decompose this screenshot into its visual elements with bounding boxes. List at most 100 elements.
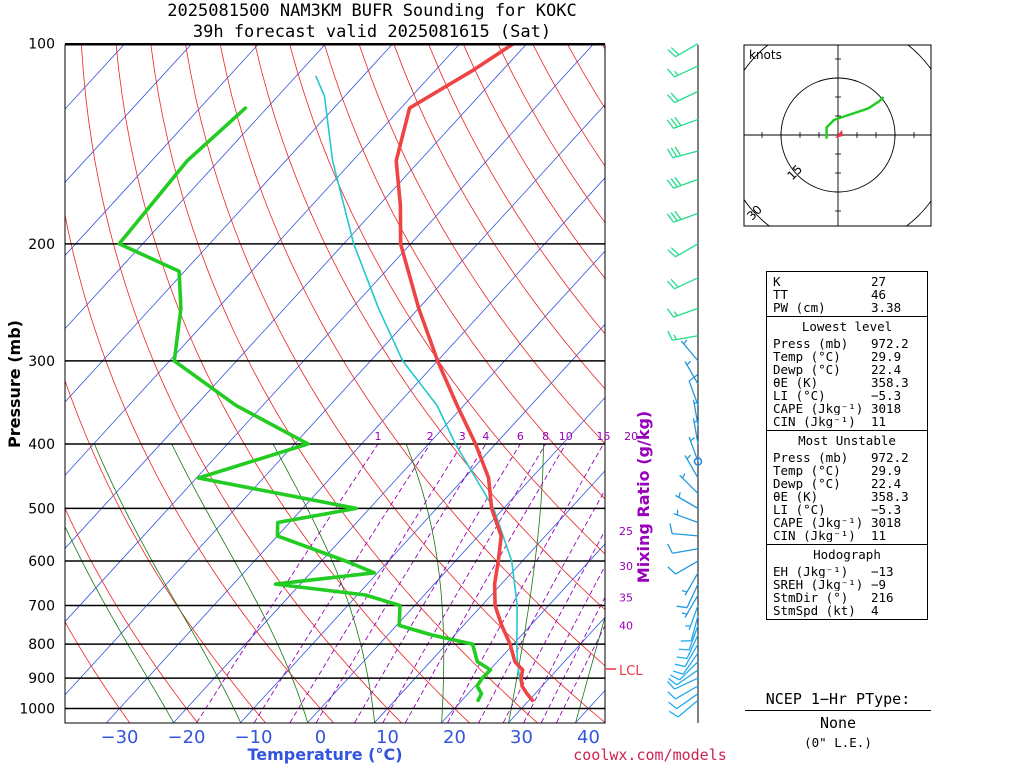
index-row: Temp (°C) 29.9 [773,464,921,477]
indices-most-unstable: Most Unstable Press (mb) 972.2 Temp (°C) 29… [767,430,927,544]
isotherm-line [173,250,605,723]
pressure-tick-label: 100 [28,37,55,53]
mixing-ratio-tick-label: 15 [596,430,610,443]
index-value: 46 [871,287,887,302]
moist-adiabat-line [65,525,174,723]
index-value: 358.3 [871,375,909,390]
dewpoint-trace-line [117,106,493,703]
index-key: StmDir (°) [773,591,849,604]
wind-barb [666,176,699,189]
wind-barb [676,583,699,609]
index-key: Press (mb) [773,451,849,464]
isotherm-line [65,45,527,549]
index-row: CAPE (Jkg⁻¹) 3018 [773,402,921,415]
index-value: 972.2 [871,336,909,351]
mixing-ratio-tick-label: 6 [517,430,524,443]
temperature-trace-line [394,45,535,703]
index-key: EH (Jkg⁻¹) [773,565,849,578]
lcl-label: LCL [619,664,643,679]
wind-barb [676,634,699,660]
wind-barb [675,492,699,509]
ptype-panel: NCEP 1−Hr PType: None (0" L.E.) [745,690,931,750]
isotherm-line [65,45,594,623]
mixing-ratio-line [289,443,463,723]
wind-barb [681,594,699,618]
isotherm-line [65,45,125,110]
wind-barb [667,330,699,341]
mixing-ratio-line [315,443,487,723]
index-value: −13 [871,564,894,579]
index-value: 22.4 [871,362,902,377]
plot-frame [64,44,606,724]
parcel-trace-line [315,75,534,702]
index-value: 3018 [871,515,902,530]
index-row: Temp (°C) 29.9 [773,350,921,363]
wind-barb [688,436,699,462]
dry-adiabat-line [358,45,605,445]
index-value: 11 [871,528,887,543]
dry-adiabat-line [289,45,605,555]
pressure-ticks: 100 200 300 400 500 600 700 800 900 1000 [19,37,55,718]
mixing-ratio-tick-label: 25 [619,525,633,538]
credit-link[interactable]: coolwx.com/models [573,746,727,764]
wind-barb [667,243,699,258]
moist-adiabat-line [171,443,308,723]
wind-barb [667,277,699,290]
index-row: LI (°C) −5.3 [773,503,921,516]
mixing-ratio-tick-label: 2 [427,430,434,443]
wind-barb [680,339,699,362]
isotherm-line [65,45,460,476]
index-row: TT 46 [773,288,921,301]
mixing-ratio-line [447,443,604,723]
wind-barb [666,307,699,318]
index-row: StmDir (°) 216 [773,591,921,604]
isobars [65,42,605,710]
mixing-ratio-line [502,529,605,723]
indices-hodograph: Hodograph EH (Jkg⁻¹) −13 SREH (Jkg⁻¹) −9 Stm… [767,544,927,619]
hodograph-ring-label: 45 [704,243,725,264]
index-value: −5.3 [871,388,902,403]
index-row: CAPE (Jkg⁻¹) 3018 [773,516,921,529]
index-value: 972.2 [871,450,909,465]
indices-hodograph-header: Hodograph [813,547,881,562]
pressure-tick-label: 300 [28,354,55,370]
indices-table: K 27 TT 46 PW (cm) 3.38 Lowest level Press (m… [766,271,928,620]
storm-motion-marker [835,130,843,138]
index-row: Dewp (°C) 22.4 [773,363,921,376]
wind-barb [684,360,699,385]
mixing-ratio-tick-label: 8 [542,430,549,443]
pressure-tick-label: 1000 [19,702,55,718]
index-row: EH (Jkg⁻¹) −13 [773,565,921,578]
temperature-tick-label: 40 [577,727,600,748]
indices-lowest-level: Lowest level Press (mb) 972.2 Temp (°C) 29.… [767,316,927,430]
index-value: 22.4 [871,476,902,491]
temperature-ticks: −30 −20 −10 0 10 20 30 40 [101,727,600,748]
index-key: Press (mb) [773,337,849,350]
index-key: Dewp (°C) [773,363,841,376]
index-key: Dewp (°C) [773,477,841,490]
x-axis-label: Temperature (°C) [247,745,402,764]
index-key: SREH (Jkg⁻¹) [773,578,864,591]
index-row: Dewp (°C) 22.4 [773,477,921,490]
wind-barb [668,699,699,718]
index-row: StmSpd (kt) 4 [773,604,921,617]
index-value: −9 [871,577,887,592]
wind-barb [669,523,699,537]
wind-barb [667,543,699,554]
dry-adiabat-line [65,621,130,723]
index-key: LI (°C) [773,503,826,516]
index-row: θE (K) 358.3 [773,490,921,503]
y-axis-label: Pressure (mb) [5,320,24,448]
wind-barb [667,43,699,58]
pressure-tick-label: 600 [28,554,55,570]
hodograph-trace [825,96,885,139]
index-row: Press (mb) 972.2 [773,451,921,464]
wind-barb [668,693,699,710]
isotherm-line [65,104,605,696]
mixing-ratio-line [405,443,567,723]
mixing-ratio-ticks: 1 2 3 4 6 8 10 15 20 25 30 35 40 [375,430,639,633]
wind-barb [667,677,699,690]
isotherm-line [374,470,605,723]
